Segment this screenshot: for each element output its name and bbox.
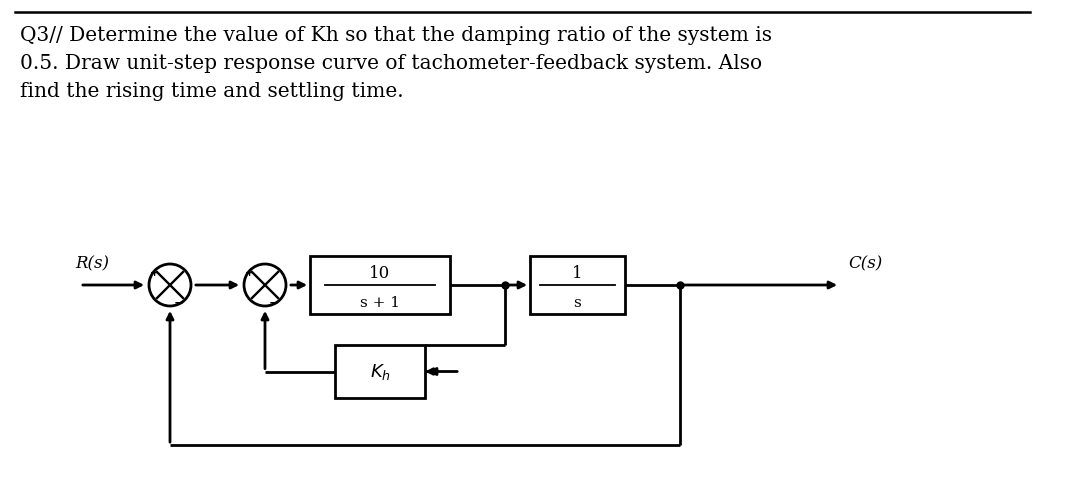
Text: −: − (269, 296, 280, 309)
Text: 1: 1 (572, 265, 583, 282)
FancyBboxPatch shape (530, 256, 625, 314)
Text: $K_h$: $K_h$ (369, 362, 391, 382)
Text: −: − (174, 296, 185, 309)
FancyBboxPatch shape (310, 256, 450, 314)
Text: R(s): R(s) (75, 254, 109, 271)
Circle shape (244, 264, 286, 306)
Text: C(s): C(s) (848, 254, 882, 271)
Text: +: + (150, 267, 159, 277)
Text: +: + (245, 267, 254, 277)
Text: s: s (573, 295, 581, 309)
FancyBboxPatch shape (335, 345, 426, 398)
Circle shape (149, 264, 191, 306)
Text: s + 1: s + 1 (360, 295, 400, 309)
Text: Q3// Determine the value of Kh so that the damping ratio of the system is
0.5. D: Q3// Determine the value of Kh so that t… (21, 26, 772, 101)
Text: 10: 10 (369, 265, 391, 282)
